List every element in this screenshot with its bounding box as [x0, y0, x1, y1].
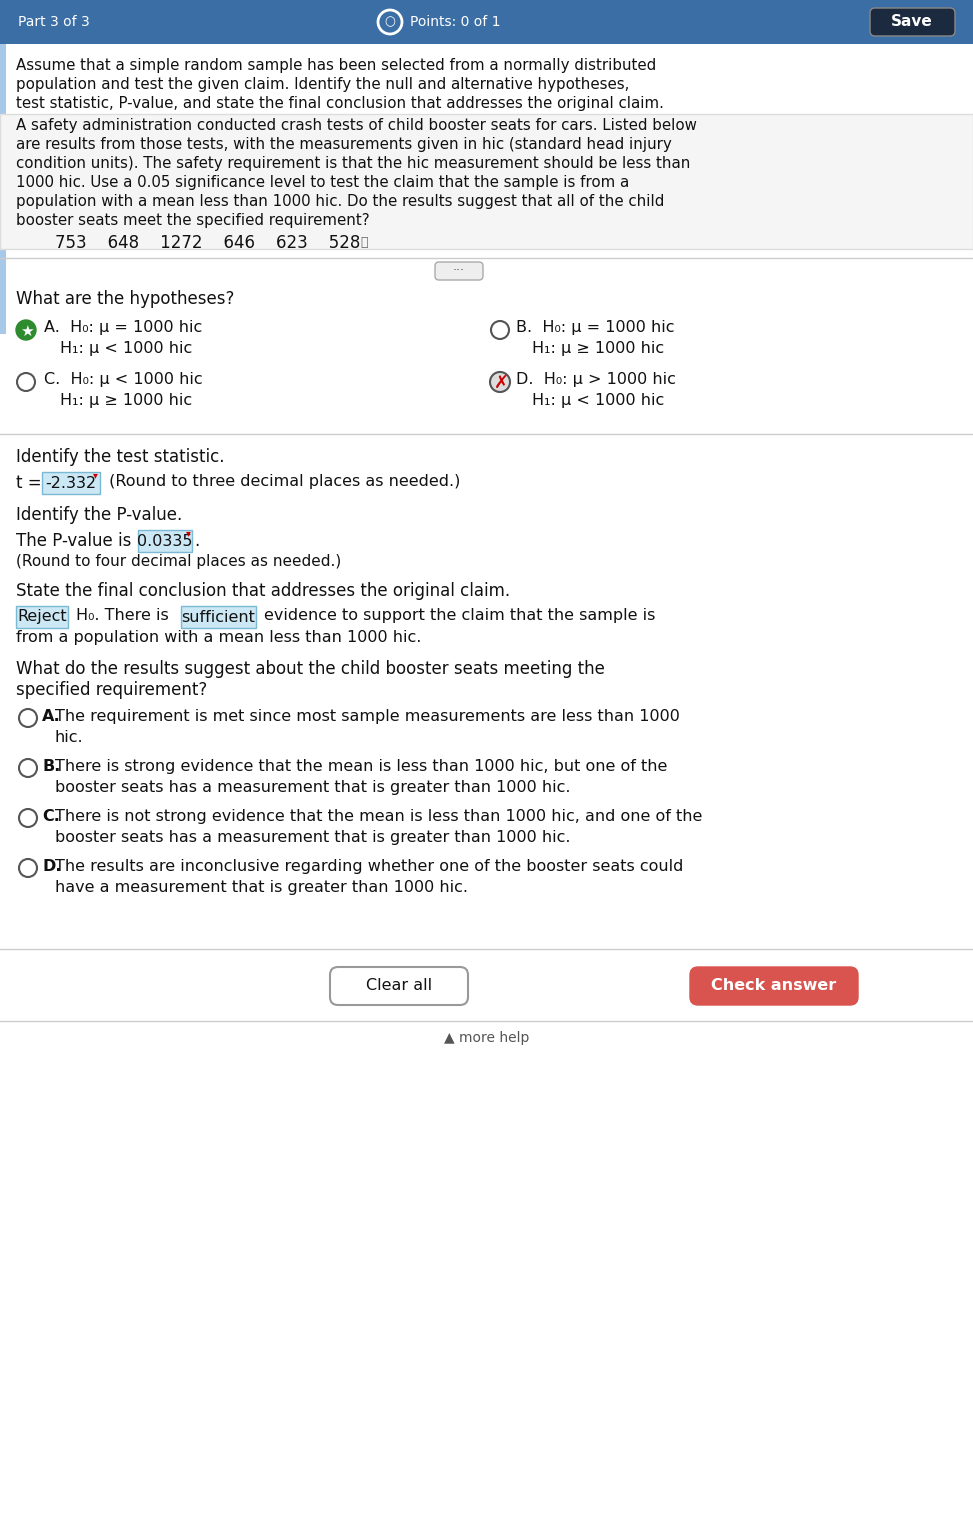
Text: D.  H₀: μ > 1000 hic: D. H₀: μ > 1000 hic [516, 373, 676, 387]
Text: ○: ○ [384, 15, 395, 29]
Text: ⧉: ⧉ [360, 236, 368, 249]
Text: B.: B. [42, 759, 60, 775]
Text: booster seats meet the specified requirement?: booster seats meet the specified require… [16, 213, 370, 229]
FancyBboxPatch shape [138, 531, 192, 552]
Text: The results are inconclusive regarding whether one of the booster seats could: The results are inconclusive regarding w… [55, 859, 683, 874]
Circle shape [490, 373, 510, 393]
Text: Points: 0 of 1: Points: 0 of 1 [410, 15, 500, 29]
Text: (Round to three decimal places as needed.): (Round to three decimal places as needed… [104, 474, 460, 489]
Text: have a measurement that is greater than 1000 hic.: have a measurement that is greater than … [55, 881, 468, 894]
Text: -2.332: -2.332 [46, 476, 96, 491]
Text: booster seats has a measurement that is greater than 1000 hic.: booster seats has a measurement that is … [55, 830, 570, 845]
Text: 753    648    1272    646    623    528: 753 648 1272 646 623 528 [55, 235, 360, 252]
Text: ···: ··· [453, 264, 465, 278]
Text: A.: A. [42, 709, 60, 724]
Text: evidence to support the claim that the sample is: evidence to support the claim that the s… [264, 607, 656, 623]
Text: Reject: Reject [18, 609, 67, 624]
Text: specified requirement?: specified requirement? [16, 681, 207, 700]
Text: ▲ more help: ▲ more help [444, 1031, 529, 1045]
Text: t =: t = [16, 474, 47, 492]
FancyBboxPatch shape [0, 0, 973, 44]
Circle shape [16, 321, 36, 341]
Text: H₁: μ < 1000 hic: H₁: μ < 1000 hic [532, 393, 665, 408]
Text: H₀. There is: H₀. There is [76, 607, 168, 623]
Text: The requirement is met since most sample measurements are less than 1000: The requirement is met since most sample… [55, 709, 680, 724]
Text: sufficient: sufficient [182, 609, 256, 624]
Text: Check answer: Check answer [711, 979, 837, 994]
Text: 0.0335: 0.0335 [137, 534, 193, 549]
Text: H₁: μ ≥ 1000 hic: H₁: μ ≥ 1000 hic [532, 341, 665, 356]
Text: Identify the test statistic.: Identify the test statistic. [16, 448, 225, 466]
Text: (Round to four decimal places as needed.): (Round to four decimal places as needed.… [16, 554, 342, 569]
FancyBboxPatch shape [330, 966, 468, 1005]
Text: C.: C. [42, 808, 60, 824]
Text: ✗: ✗ [494, 374, 509, 393]
Text: Part 3 of 3: Part 3 of 3 [18, 15, 90, 29]
Text: .: . [194, 532, 199, 551]
Text: booster seats has a measurement that is greater than 1000 hic.: booster seats has a measurement that is … [55, 779, 570, 795]
Text: test statistic, P-value, and state the final conclusion that addresses the origi: test statistic, P-value, and state the f… [16, 97, 664, 110]
Text: What do the results suggest about the child booster seats meeting the: What do the results suggest about the ch… [16, 660, 605, 678]
Text: The P-value is: The P-value is [16, 532, 136, 551]
FancyBboxPatch shape [181, 606, 256, 627]
Text: H₁: μ < 1000 hic: H₁: μ < 1000 hic [60, 341, 193, 356]
Text: There is not strong evidence that the mean is less than 1000 hic, and one of the: There is not strong evidence that the me… [55, 808, 703, 824]
Text: B.  H₀: μ = 1000 hic: B. H₀: μ = 1000 hic [516, 321, 674, 334]
Text: ▾: ▾ [186, 528, 191, 538]
Text: State the final conclusion that addresses the original claim.: State the final conclusion that addresse… [16, 581, 510, 600]
FancyBboxPatch shape [0, 114, 973, 249]
Text: Identify the P-value.: Identify the P-value. [16, 506, 182, 525]
Text: Save: Save [891, 14, 933, 29]
FancyBboxPatch shape [42, 472, 100, 494]
FancyBboxPatch shape [16, 606, 68, 627]
Text: population and test the given claim. Identify the null and alternative hypothese: population and test the given claim. Ide… [16, 77, 630, 92]
FancyBboxPatch shape [435, 262, 483, 281]
Text: A safety administration conducted crash tests of child booster seats for cars. L: A safety administration conducted crash … [16, 118, 697, 133]
Text: Clear all: Clear all [366, 979, 432, 994]
Text: H₁: μ ≥ 1000 hic: H₁: μ ≥ 1000 hic [60, 393, 192, 408]
Text: ★: ★ [20, 324, 34, 339]
FancyBboxPatch shape [0, 44, 973, 1534]
Text: 1000 hic. Use a 0.05 significance level to test the claim that the sample is fro: 1000 hic. Use a 0.05 significance level … [16, 175, 630, 190]
Text: population with a mean less than 1000 hic. Do the results suggest that all of th: population with a mean less than 1000 hi… [16, 193, 665, 209]
Text: C.  H₀: μ < 1000 hic: C. H₀: μ < 1000 hic [44, 373, 202, 387]
Text: What are the hypotheses?: What are the hypotheses? [16, 290, 234, 308]
FancyBboxPatch shape [690, 966, 858, 1005]
FancyBboxPatch shape [870, 8, 955, 35]
Text: ▾: ▾ [93, 469, 98, 480]
Text: condition units). The safety requirement is that the hic measurement should be l: condition units). The safety requirement… [16, 156, 691, 170]
Text: are results from those tests, with the measurements given in hic (standard head : are results from those tests, with the m… [16, 137, 671, 152]
Text: from a population with a mean less than 1000 hic.: from a population with a mean less than … [16, 630, 421, 644]
Text: Assume that a simple random sample has been selected from a normally distributed: Assume that a simple random sample has b… [16, 58, 656, 74]
Text: There is strong evidence that the mean is less than 1000 hic, but one of the: There is strong evidence that the mean i… [55, 759, 667, 775]
Text: hic.: hic. [55, 730, 84, 746]
FancyBboxPatch shape [0, 44, 6, 334]
Text: A.  H₀: μ = 1000 hic: A. H₀: μ = 1000 hic [44, 321, 202, 334]
Text: D.: D. [42, 859, 61, 874]
